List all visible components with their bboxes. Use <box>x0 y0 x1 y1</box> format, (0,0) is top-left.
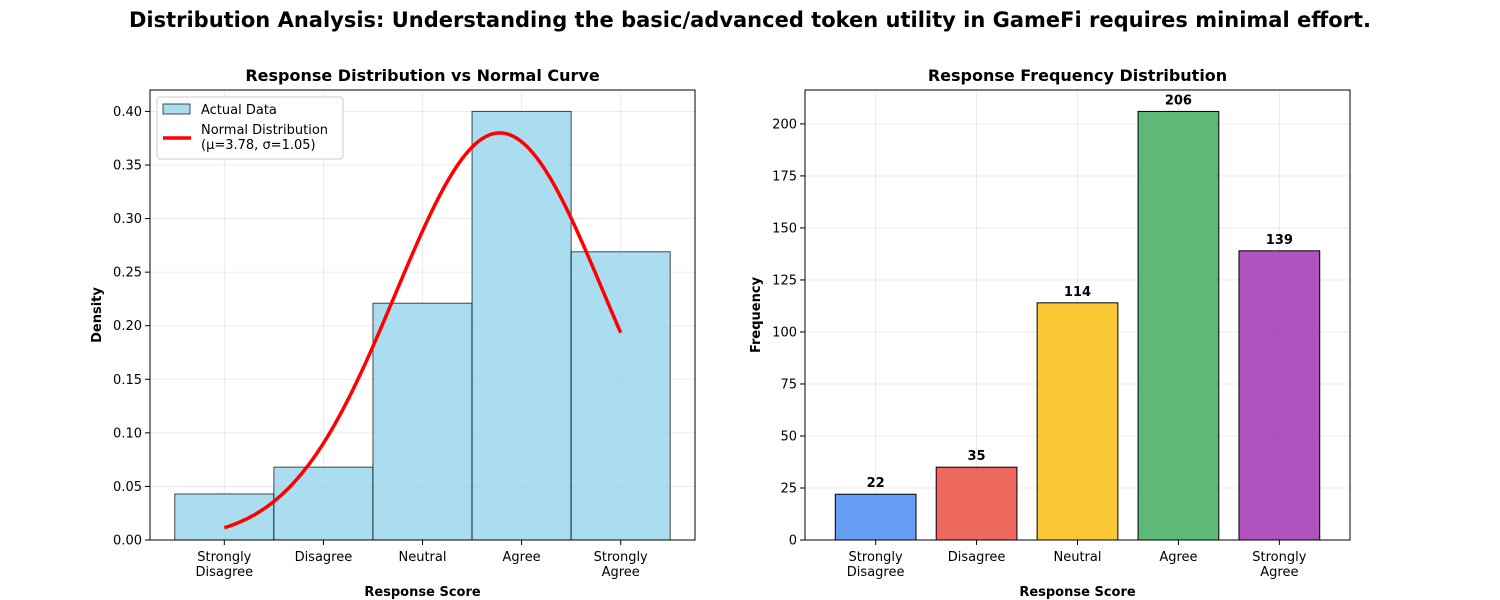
x-tick-label: Strongly Disagree <box>847 550 905 580</box>
y-tick-label: 175 <box>772 169 797 184</box>
x-tick-label: Neutral <box>399 550 447 565</box>
frequency-bar <box>1137 110 1220 541</box>
y-tick-label: 0 <box>789 534 797 549</box>
frequency-bar <box>834 493 917 541</box>
y-tick-label: 0.25 <box>113 266 142 281</box>
bar-value-label: 139 <box>1266 233 1293 248</box>
y-tick-label: 100 <box>772 325 797 340</box>
y-tick-label: 0.05 <box>113 480 142 495</box>
legend-label-actual: Actual Data <box>201 103 277 118</box>
histogram-bar <box>174 493 275 541</box>
legend: Actual Data Normal Distribution (μ=3.78, σ… <box>156 96 344 160</box>
legend-box <box>156 96 344 160</box>
y-tick-label: 0.10 <box>113 426 142 441</box>
bar-value-label: 114 <box>1064 285 1091 300</box>
density-panel: 0.00 0.05 0.10 0.15 0.20 0.25 0.30 0.35 0.40 Stro… <box>90 66 696 600</box>
x-axis-label: Response Score <box>1019 585 1136 600</box>
normal-curve-line <box>223 131 623 530</box>
y-tick-label: 0.15 <box>113 373 142 388</box>
bar-value-label: 22 <box>867 476 885 491</box>
y-tick-label: 0.35 <box>113 159 142 174</box>
x-axis-label: Response Score <box>364 585 481 600</box>
frequency-bar <box>1036 302 1119 541</box>
x-tick-label: Agree <box>502 550 540 565</box>
panel-title: Response Distribution vs Normal Curve <box>245 66 599 85</box>
histogram-bar <box>570 251 671 541</box>
histogram-bar <box>471 110 572 541</box>
frequency-panel: 22 35 114 206 139 0 25 50 75 100 125 150 175 200 Stron… <box>749 66 1351 600</box>
y-tick-label: 50 <box>780 429 797 444</box>
histogram-bar <box>372 302 473 541</box>
y-tick-label: 0.20 <box>113 319 142 334</box>
x-tick-label: Disagree <box>295 550 353 565</box>
y-tick-label: 150 <box>772 221 797 236</box>
y-axis-label: Frequency <box>749 276 764 353</box>
legend-swatch-histogram <box>162 103 191 115</box>
bar-value-label: 35 <box>968 449 986 464</box>
bar-value-label: 206 <box>1165 93 1192 108</box>
x-tick-label: Strongly Agree <box>1252 550 1306 580</box>
frequency-bar <box>935 466 1018 541</box>
panel-title: Response Frequency Distribution <box>928 66 1227 85</box>
x-tick-label: Strongly Disagree <box>195 550 253 580</box>
x-tick-label: Strongly Agree <box>594 550 648 580</box>
y-axis-label: Density <box>90 287 105 343</box>
x-tick-label: Agree <box>1159 550 1197 565</box>
y-tick-label: 200 <box>772 117 797 132</box>
y-tick-label: 25 <box>780 481 797 496</box>
y-tick-label: 0.30 <box>113 212 142 227</box>
histogram-bar <box>273 466 374 541</box>
y-tick-label: 75 <box>780 377 797 392</box>
frequency-bar <box>1238 250 1321 541</box>
y-tick-label: 0.00 <box>113 534 142 549</box>
legend-label-normal: Normal Distribution (μ=3.78, σ=1.05) <box>201 123 328 153</box>
x-tick-label: Disagree <box>948 550 1006 565</box>
x-tick-label: Neutral <box>1054 550 1102 565</box>
y-tick-label: 0.40 <box>113 105 142 120</box>
figure-title: Distribution Analysis: Understanding the… <box>128 8 1372 32</box>
y-tick-label: 125 <box>772 273 797 288</box>
